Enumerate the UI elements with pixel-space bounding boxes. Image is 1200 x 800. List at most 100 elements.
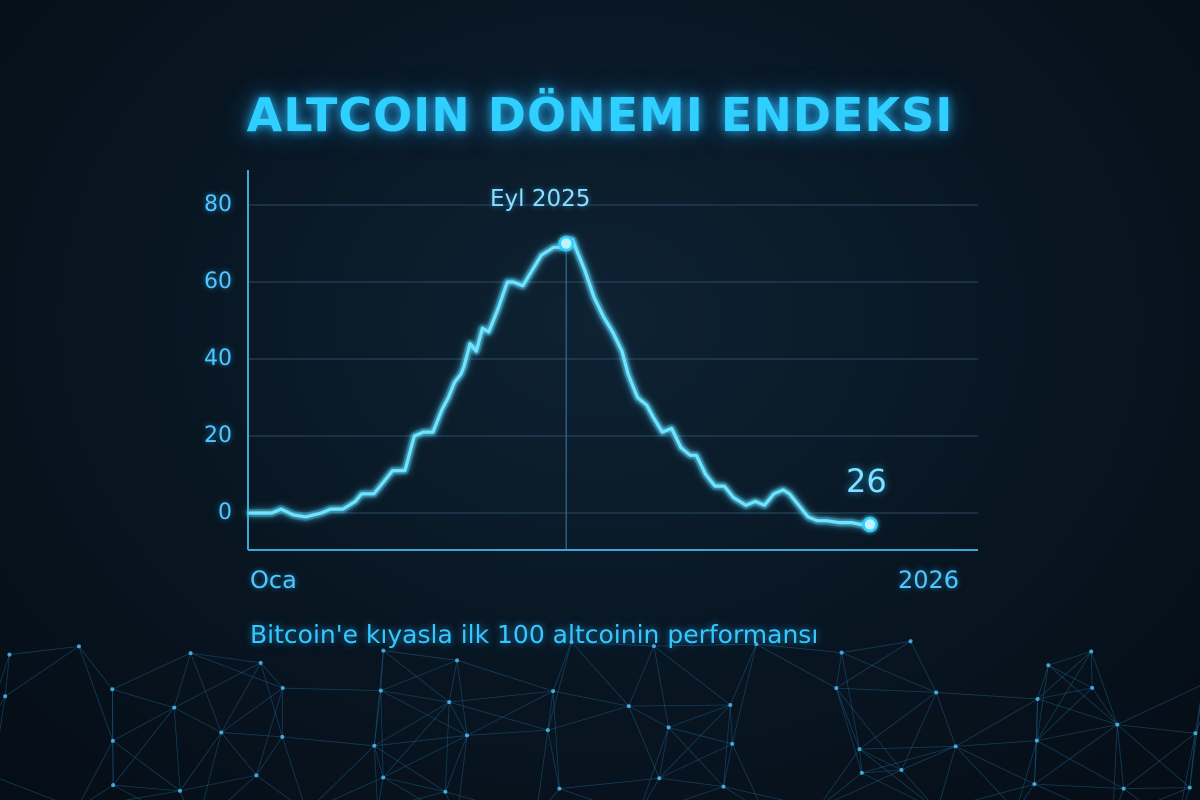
network-link [373, 745, 378, 800]
network-link [221, 732, 257, 776]
network-link [646, 777, 660, 800]
network-node [1115, 722, 1120, 727]
network-link [658, 727, 669, 779]
network-link [112, 652, 191, 690]
network-link [1018, 740, 1038, 800]
network-link [1034, 740, 1038, 785]
x-tick-label-end: 2026 [898, 566, 960, 594]
network-link [382, 777, 423, 800]
network-link [174, 707, 222, 733]
network-node [1035, 696, 1040, 701]
network-link [179, 790, 185, 800]
network-link [729, 643, 757, 706]
network-link [835, 652, 843, 689]
network-link [380, 690, 450, 703]
network-link [449, 701, 548, 731]
network-link [571, 641, 654, 647]
chart-subtitle: Bitcoin'e kıyasla ilk 100 altcoinin perf… [250, 620, 819, 649]
network-link [547, 691, 554, 731]
network-node [839, 650, 844, 655]
network-link [659, 777, 724, 788]
network-node [443, 789, 448, 794]
network-link [668, 727, 733, 745]
network-node [1090, 685, 1095, 690]
network-link [174, 662, 261, 708]
network-link [723, 786, 785, 800]
network-link [835, 687, 860, 750]
network-node [899, 768, 904, 773]
network-node [651, 644, 656, 649]
network-link [836, 640, 911, 689]
network-node [3, 694, 8, 699]
network-link [547, 730, 560, 789]
network-node [934, 690, 939, 695]
network-link [1034, 783, 1072, 800]
network-link [282, 687, 381, 691]
peak-annotation: Eyl 2025 [490, 186, 591, 212]
chart-axes [247, 170, 978, 551]
network-link [1023, 783, 1035, 800]
network-link [445, 791, 477, 800]
network-link [112, 784, 142, 800]
network-link [1189, 733, 1196, 788]
network-link [1119, 788, 1124, 800]
network-link [1036, 724, 1118, 742]
network-link [841, 652, 937, 693]
network-link [901, 769, 929, 800]
network-link [331, 777, 384, 800]
network-link [547, 641, 572, 731]
network-node [110, 687, 115, 692]
network-node [1032, 782, 1037, 787]
network-link [628, 704, 731, 707]
network-link [260, 662, 283, 738]
network-link [841, 652, 860, 750]
network-node [754, 642, 759, 647]
network-node [7, 652, 12, 657]
end-value-annotation: 26 [846, 462, 887, 500]
network-link [373, 745, 384, 778]
network-node [728, 702, 733, 707]
network-link [835, 688, 863, 773]
network-node [254, 773, 259, 778]
network-link [112, 707, 175, 742]
network-link [9, 645, 79, 655]
network-link [659, 743, 733, 779]
network-link [173, 707, 181, 791]
network-link [936, 692, 1038, 700]
network-node [280, 734, 285, 739]
network-link [412, 791, 446, 800]
network-link [112, 688, 175, 709]
network-link [731, 743, 759, 800]
grid-lines [248, 204, 978, 550]
x-tick-label-start: Oca [250, 566, 297, 594]
network-link [113, 784, 181, 792]
network-link [1037, 651, 1092, 700]
network-link [221, 732, 283, 738]
network-link [1037, 687, 1093, 700]
network-link [1036, 651, 1092, 741]
network-link [1036, 740, 1124, 789]
y-tick-label: 40 [204, 346, 232, 371]
network-link [318, 745, 375, 800]
network-node [545, 728, 550, 733]
network-link [374, 735, 468, 747]
network-link [653, 645, 731, 706]
network-link [547, 705, 629, 731]
network-node [188, 651, 193, 656]
peak-point [558, 235, 574, 252]
network-link [861, 745, 956, 774]
network-link [0, 696, 6, 733]
network-link [467, 729, 548, 736]
network-node [219, 730, 224, 735]
network-link [4, 654, 10, 697]
network-link [282, 736, 375, 747]
network-link [955, 698, 1038, 747]
network-link [221, 687, 283, 733]
network-node [76, 644, 81, 649]
network-link [458, 735, 468, 800]
network-link [553, 690, 629, 707]
network-link [383, 777, 446, 793]
network-link [1048, 651, 1092, 666]
network-link [0, 654, 10, 685]
